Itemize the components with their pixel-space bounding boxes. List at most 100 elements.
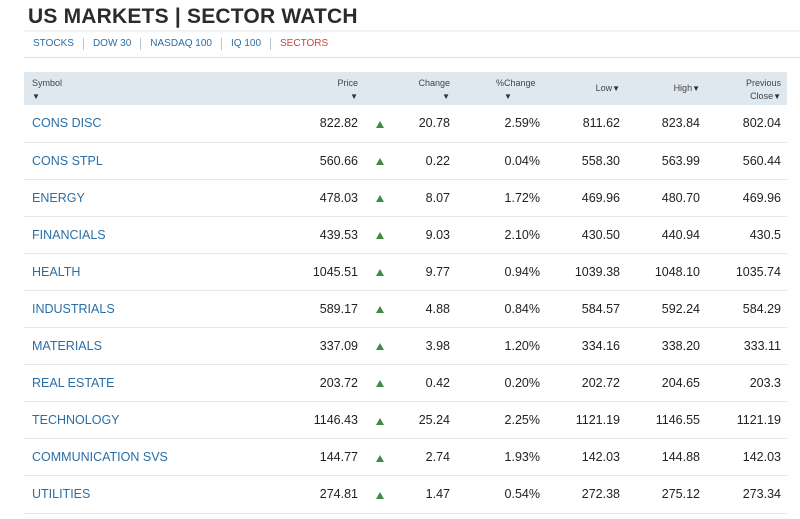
change-value: 4.88 <box>425 302 450 317</box>
price-value: 203.72 <box>319 376 358 391</box>
direction-cell <box>364 290 396 327</box>
up-arrow-icon <box>376 380 384 388</box>
up-arrow-icon <box>376 343 384 351</box>
direction-cell <box>364 142 396 179</box>
sector-link[interactable]: MATERIALS <box>32 339 102 354</box>
column-header-price[interactable]: Price ▼ <box>264 72 364 105</box>
sector-link[interactable]: REAL ESTATE <box>32 376 115 391</box>
previous-close-value: 142.03 <box>742 450 781 465</box>
change-value: 9.77 <box>425 264 450 279</box>
change-value: 0.22 <box>425 153 450 168</box>
price-value: 144.77 <box>319 450 358 465</box>
low-value: 558.30 <box>581 153 620 168</box>
price-value: 1045.51 <box>312 264 358 279</box>
up-arrow-icon <box>376 157 384 165</box>
change-value: 9.03 <box>425 227 450 242</box>
table-row: MATERIALS 337.09 3.98 1.20% 334.16 338.2… <box>24 328 787 365</box>
column-header-pct-change[interactable]: %Change ▼ <box>456 72 546 105</box>
sector-link[interactable]: CONS DISC <box>32 116 102 131</box>
sort-arrow-icon: ▼ <box>32 92 40 101</box>
column-header-change[interactable]: Change ▼ <box>396 72 456 105</box>
table-row: CONS STPL 560.66 0.22 0.04% 558.30 563.9… <box>24 142 787 180</box>
market-tabs: STOCKS DOW 30 NASDAQ 100 IQ 100 SECTORS <box>24 30 800 58</box>
pct-change-value: 2.25% <box>504 413 540 428</box>
change-value: 25.24 <box>418 413 450 428</box>
up-arrow-icon <box>376 120 384 128</box>
low-value: 1121.19 <box>575 413 620 428</box>
low-value: 469.96 <box>581 190 620 205</box>
previous-close-value: 273.34 <box>742 487 781 502</box>
column-label-change: Change <box>418 78 450 88</box>
sector-link[interactable]: HEALTH <box>32 264 81 279</box>
price-value: 560.66 <box>319 153 358 168</box>
low-value: 584.57 <box>581 302 620 317</box>
price-value: 274.81 <box>319 487 358 502</box>
change-value: 20.78 <box>418 116 450 131</box>
high-value: 823.84 <box>661 116 700 131</box>
column-header-high[interactable]: High▼ <box>626 72 706 105</box>
column-header-symbol[interactable]: Symbol ▼ <box>24 72 264 105</box>
column-label-close: Close <box>750 91 774 101</box>
previous-close-value: 430.5 <box>749 227 781 242</box>
tab-nasdaq-100[interactable]: NASDAQ 100 <box>141 37 222 50</box>
previous-close-value: 1035.74 <box>735 264 781 279</box>
table-row: COMMUNICATION SVS 144.77 2.74 1.93% 142.… <box>24 439 787 476</box>
pct-change-value: 1.72% <box>504 190 540 205</box>
previous-close-value: 584.29 <box>742 302 781 317</box>
up-arrow-icon <box>376 232 384 240</box>
tab-stocks[interactable]: STOCKS <box>24 37 84 50</box>
high-value: 144.88 <box>661 450 700 465</box>
change-value: 8.07 <box>425 190 450 205</box>
page-title: US MARKETS | SECTOR WATCH <box>28 5 358 28</box>
sector-link[interactable]: TECHNOLOGY <box>32 413 120 428</box>
change-value: 2.74 <box>425 450 450 465</box>
previous-close-value: 203.3 <box>749 376 781 391</box>
tab-iq-100[interactable]: IQ 100 <box>222 37 272 50</box>
high-value: 1146.55 <box>655 413 700 428</box>
column-label-close-group: Close▼ <box>706 90 781 103</box>
high-value: 563.99 <box>661 153 700 168</box>
table-row: UTILITIES 274.81 1.47 0.54% 272.38 275.1… <box>24 476 787 514</box>
up-arrow-icon <box>376 269 384 277</box>
sector-link[interactable]: CONS STPL <box>32 153 103 168</box>
direction-cell <box>364 365 396 402</box>
table-header-row: Symbol ▼ Price ▼ Change ▼ <box>24 72 787 105</box>
up-arrow-icon <box>376 194 384 202</box>
table-row: INDUSTRIALS 589.17 4.88 0.84% 584.57 592… <box>24 290 787 328</box>
column-header-low[interactable]: Low▼ <box>546 72 626 105</box>
column-header-direction <box>364 72 396 105</box>
previous-close-value: 802.04 <box>742 116 781 131</box>
sector-link[interactable]: UTILITIES <box>32 487 91 502</box>
direction-cell <box>364 105 396 142</box>
pct-change-value: 2.10% <box>504 227 540 242</box>
up-arrow-icon <box>376 417 384 425</box>
previous-close-value: 469.96 <box>742 190 781 205</box>
direction-cell <box>364 216 396 253</box>
sector-link[interactable]: ENERGY <box>32 190 85 205</box>
table-row: TECHNOLOGY 1146.43 25.24 2.25% 1121.19 1… <box>24 402 787 439</box>
table-row: HEALTH 1045.51 9.77 0.94% 1039.38 1048.1… <box>24 253 787 291</box>
low-value: 430.50 <box>581 227 620 242</box>
sector-table-container: Symbol ▼ Price ▼ Change ▼ <box>24 72 800 514</box>
sector-link[interactable]: FINANCIALS <box>32 227 106 242</box>
tab-sectors[interactable]: SECTORS <box>280 37 329 49</box>
high-value: 440.94 <box>661 227 700 242</box>
low-value: 202.72 <box>581 376 620 391</box>
sector-link[interactable]: INDUSTRIALS <box>32 302 115 317</box>
price-value: 439.53 <box>319 227 358 242</box>
low-value: 272.38 <box>581 487 620 502</box>
table-row: REAL ESTATE 203.72 0.42 0.20% 202.72 204… <box>24 365 787 402</box>
high-value: 204.65 <box>661 376 700 391</box>
change-value: 3.98 <box>425 339 450 354</box>
price-value: 337.09 <box>319 339 358 354</box>
tab-dow-30[interactable]: DOW 30 <box>84 37 142 50</box>
sector-link[interactable]: COMMUNICATION SVS <box>32 450 168 465</box>
price-value: 589.17 <box>319 302 358 317</box>
pct-change-value: 1.20% <box>504 339 540 354</box>
pct-change-value: 0.94% <box>504 264 540 279</box>
up-arrow-icon <box>376 306 384 314</box>
high-value: 480.70 <box>661 190 700 205</box>
column-header-previous-close[interactable]: Previous Close▼ <box>706 72 787 105</box>
column-label-pct-change: %Change <box>496 78 536 88</box>
column-label-price: Price <box>337 78 358 88</box>
